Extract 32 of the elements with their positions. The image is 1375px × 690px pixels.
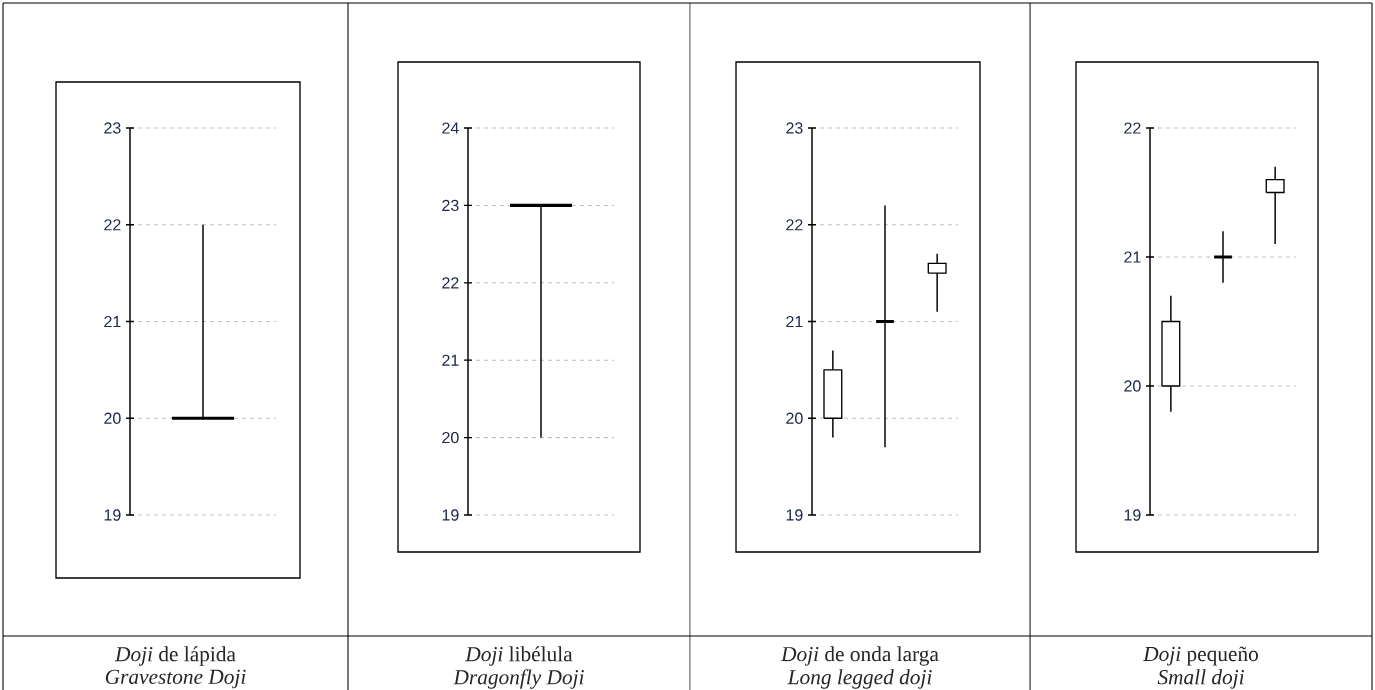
- text: Small doji: [1157, 669, 1244, 689]
- text: Long legged doji: [787, 669, 932, 689]
- y-tick-label: 20: [1124, 380, 1141, 392]
- y-tick-label: 19: [104, 509, 121, 521]
- text: Doji libélula: [465, 646, 573, 666]
- y-tick-label: 23: [442, 199, 459, 212]
- candlestick: [1212, 230, 1234, 284]
- text: Doji pequeño: [1143, 646, 1258, 666]
- y-tick-label: 23: [786, 122, 803, 134]
- y-tick-label: 21: [1124, 251, 1141, 263]
- y-tick-label: 23: [104, 122, 121, 134]
- y-tick-label: 19: [1124, 509, 1141, 521]
- y-tick-label: 21: [786, 315, 803, 328]
- y-tick-label: 22: [786, 219, 803, 231]
- y-tick-label: 21: [104, 315, 121, 328]
- candlestick: [1265, 165, 1285, 245]
- candlestick: [874, 204, 896, 449]
- y-tick-label: 22: [104, 219, 121, 231]
- y-tick-label: 24: [442, 122, 459, 134]
- y-tick-label: 22: [1124, 122, 1141, 134]
- text: Dragonfly Doji: [453, 669, 584, 689]
- y-tick-label: 20: [104, 412, 121, 424]
- candlestick: [927, 253, 947, 313]
- y-tick-label: 20: [442, 431, 459, 444]
- text: Gravestone Doji: [105, 669, 246, 689]
- y-tick-label: 21: [442, 354, 459, 366]
- text: Doji de lápida: [114, 646, 236, 666]
- y-tick-label: 22: [442, 277, 459, 289]
- text: Doji de onda larga: [780, 646, 939, 666]
- y-tick-label: 20: [786, 412, 803, 424]
- y-tick-label: 19: [786, 509, 803, 521]
- y-tick-label: 19: [442, 509, 459, 521]
